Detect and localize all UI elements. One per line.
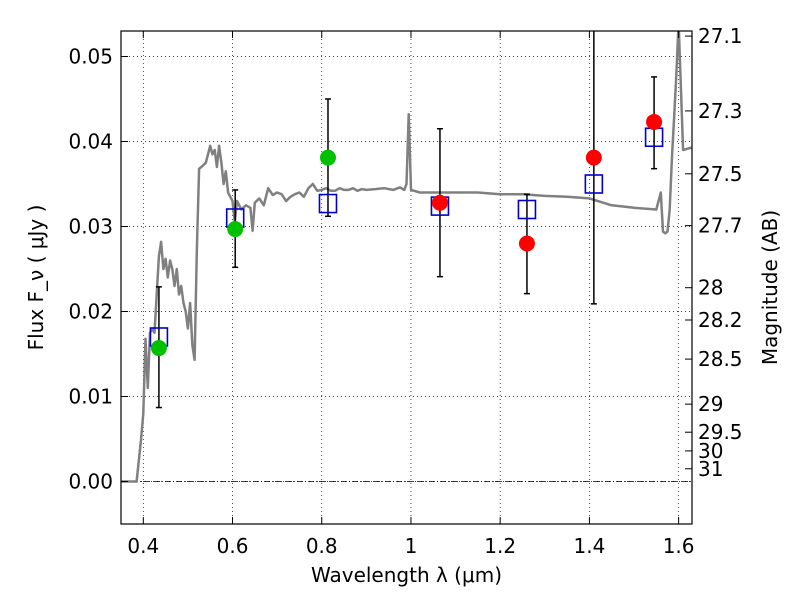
magnitude-tick-label: 29.5 <box>698 420 743 444</box>
x-axis-title: Wavelength λ (μm) <box>311 563 502 587</box>
model-band-square <box>318 193 338 214</box>
magnitude-tick-label: 28 <box>698 276 723 300</box>
magnitude-tick-label: 29 <box>698 392 723 416</box>
magnitude-axis-title: Magnitude (AB) <box>758 210 782 365</box>
x-tick-label: 0.8 <box>306 534 338 558</box>
x-tick-label: 1.6 <box>663 534 695 558</box>
observed-flux-series <box>150 113 663 357</box>
y-tick-label: 0.04 <box>68 130 113 154</box>
y-tick-label: 0.03 <box>68 215 113 239</box>
magnitude-tick-label: 28.2 <box>698 308 743 332</box>
magnitude-tick-label: 31 <box>698 457 723 481</box>
y-tick-label: 0.02 <box>68 300 113 324</box>
magnitude-tick-label: 27.1 <box>698 24 743 48</box>
x-tick-label: 1.4 <box>573 534 605 558</box>
x-tick-label: 0.6 <box>217 534 249 558</box>
model-band-square <box>584 174 604 194</box>
flux-point <box>518 235 535 252</box>
y-tick-label: 0.00 <box>68 470 113 494</box>
y-axis-title: Flux F_ν ( μJy ) <box>24 205 48 351</box>
y-axis-ticks: 0.00 0.01 0.02 0.03 0.04 0.05 <box>68 45 128 494</box>
x-tick-label: 1.2 <box>484 534 516 558</box>
magnitude-tick-label: 28.5 <box>698 347 743 371</box>
x-tick-label: 0.4 <box>127 534 159 558</box>
spectrum-line <box>121 31 692 483</box>
flux-point <box>150 340 167 357</box>
magnitude-tick-label: 27.5 <box>698 162 743 186</box>
magnitude-tick-label: 27.3 <box>698 99 743 123</box>
flux-point <box>227 221 244 238</box>
model-spectrum-series <box>121 31 692 483</box>
model-band-square <box>517 199 537 220</box>
magnitude-tick-label: 27.7 <box>698 214 743 238</box>
grid-lines <box>121 31 692 524</box>
x-tick-label: 1 <box>405 534 418 558</box>
plot-frame <box>120 30 693 525</box>
error-bars <box>155 31 658 409</box>
y-tick-label: 0.05 <box>68 45 113 69</box>
flux-point <box>319 149 336 166</box>
x-axis-ticks: 0.4 0.6 0.8 1 1.2 1.4 1.6 <box>127 31 695 558</box>
y-tick-label: 0.01 <box>68 385 113 409</box>
flux-point <box>646 113 663 130</box>
flux-point <box>431 194 448 211</box>
flux-point <box>585 149 602 166</box>
magnitude-tick-label: 30 <box>698 439 723 463</box>
